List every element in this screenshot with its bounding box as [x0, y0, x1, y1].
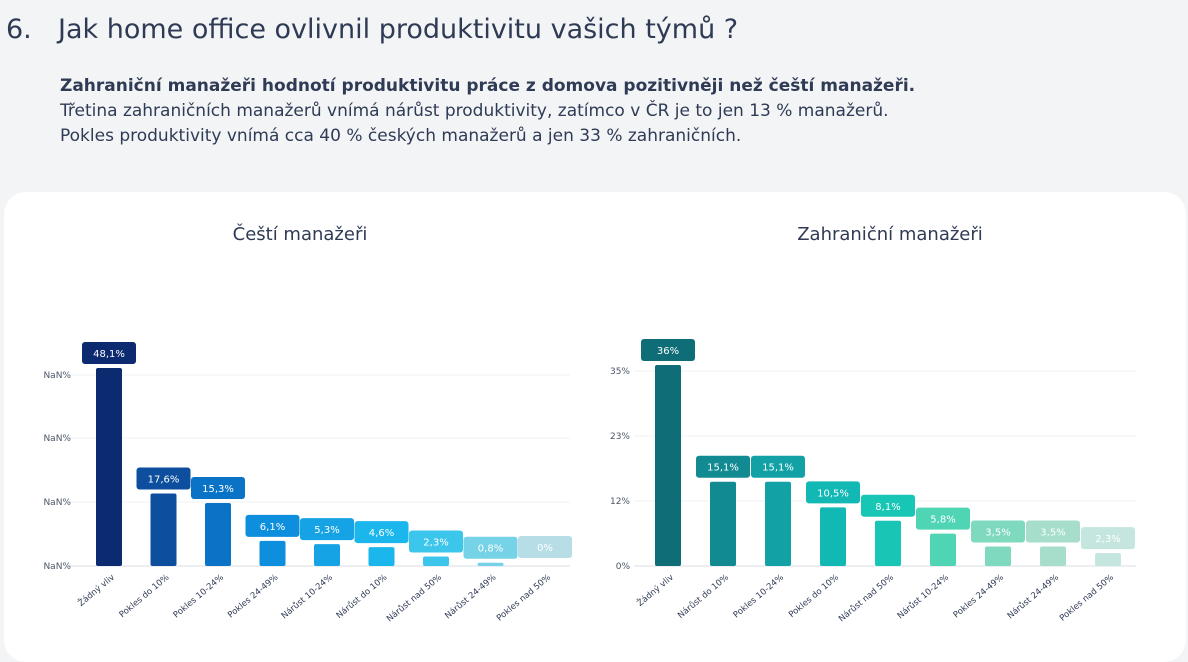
- category-label: Nárůst 10-24%: [279, 572, 335, 621]
- value-label-box: [245, 514, 300, 537]
- value-label: 17,6%: [148, 475, 180, 486]
- value-label: 0%: [537, 543, 553, 554]
- value-label: 15,1%: [762, 463, 794, 474]
- y-tick-label: NaN%: [43, 434, 71, 444]
- category-label: Žádný vliv: [634, 571, 676, 609]
- value-label: 48,1%: [93, 349, 125, 360]
- category-label: Pokles 10-24%: [732, 573, 786, 621]
- value-label-box: [1081, 527, 1135, 550]
- bar: [875, 520, 901, 566]
- category-label: Nárůst nad 50%: [384, 572, 444, 624]
- intro-line-2: Třetina zahraničních manažerů vnímá nárů…: [60, 101, 889, 121]
- bar: [710, 481, 736, 566]
- value-label-box: [696, 455, 750, 478]
- category-label: Nárůst 10-24%: [895, 572, 951, 621]
- value-label: 0,8%: [478, 544, 503, 555]
- value-label: 3,5%: [985, 527, 1010, 538]
- value-label: 6,1%: [260, 522, 285, 533]
- value-label: 5,8%: [930, 515, 955, 526]
- bar: [1095, 553, 1121, 566]
- bar: [655, 365, 681, 566]
- value-label-box: [806, 481, 860, 504]
- category-label: Pokles 10-24%: [172, 573, 226, 621]
- value-label: 36%: [657, 346, 679, 357]
- intro-bold-line: Zahraniční manažeři hodnotí produktivitu…: [60, 76, 916, 96]
- value-label: 15,1%: [707, 463, 739, 474]
- y-tick-label: 23%: [610, 432, 630, 442]
- category-label: Pokles do 10%: [118, 573, 172, 620]
- bar: [765, 481, 791, 566]
- y-tick-label: NaN%: [43, 498, 71, 508]
- value-label-box: [354, 521, 409, 544]
- category-label: Pokles 24-49%: [952, 573, 1006, 621]
- intro-text: Zahraniční manažeři hodnotí produktivitu…: [60, 74, 915, 149]
- bar-charts: NaN% NaN% NaN% NaN% 48,1% Žádný vliv 17,6% Pokl…: [43, 339, 1136, 624]
- y-tick-label: 35%: [610, 367, 630, 377]
- value-label-box: [136, 467, 191, 490]
- bar: [423, 556, 449, 566]
- bar: [259, 540, 286, 566]
- category-label: Pokles nad 50%: [495, 573, 553, 624]
- value-label: 5,3%: [314, 525, 339, 536]
- heading-text: Jak home office ovlivnil produktivitu va…: [58, 14, 739, 45]
- chart-title-foreign: Zahraniční manažeři: [797, 224, 983, 245]
- value-label: 2,3%: [1095, 534, 1120, 545]
- charts-panel: [4, 192, 1186, 662]
- category-label: Žádný vliv: [75, 571, 117, 609]
- value-label-box: [916, 507, 970, 530]
- bar: [150, 493, 177, 566]
- bar: [985, 546, 1011, 566]
- chart-1: 0% 12% 23% 35% 36% Žádný vliv 15,1% Nárůst do 1…: [610, 339, 1136, 624]
- category-label: Pokles 24-49%: [226, 573, 280, 621]
- bar: [314, 544, 340, 566]
- value-label-box: [641, 339, 695, 361]
- value-label-box: [1026, 520, 1080, 543]
- bar: [930, 533, 956, 566]
- category-label: Nárůst do 10%: [676, 572, 731, 621]
- category-label: Nárůst nad 50%: [836, 572, 896, 624]
- intro-line-3: Pokles produktivity vnímá cca 40 % český…: [60, 126, 742, 146]
- bar: [820, 507, 846, 566]
- value-label-box: [751, 455, 805, 478]
- bar: [96, 368, 122, 566]
- bar: [477, 562, 504, 566]
- bar: [1040, 546, 1066, 566]
- chart-0: NaN% NaN% NaN% NaN% 48,1% Žádný vliv 17,6% Pokl…: [43, 342, 572, 624]
- y-tick-label: NaN%: [43, 371, 71, 381]
- value-label-box: [971, 520, 1025, 543]
- y-tick-label: 12%: [610, 497, 630, 507]
- value-label: 15,3%: [202, 484, 234, 495]
- value-label-box: [463, 536, 518, 559]
- value-label: 10,5%: [817, 488, 849, 499]
- y-tick-label: NaN%: [43, 562, 71, 572]
- bar: [205, 503, 231, 566]
- value-label: 8,1%: [875, 502, 900, 513]
- category-label: Nárůst 24-49%: [443, 572, 499, 621]
- category-label: Pokles nad 50%: [1058, 573, 1116, 624]
- value-label-box: [518, 536, 572, 558]
- category-label: Pokles do 10%: [787, 573, 841, 620]
- value-label: 4,6%: [369, 528, 394, 539]
- y-tick-label: 0%: [616, 562, 631, 572]
- page-heading: 6. Jak home office ovlivnil produktivitu …: [6, 14, 738, 45]
- value-label-box: [409, 530, 463, 553]
- value-label: 3,5%: [1040, 527, 1065, 538]
- chart-title-czech: Čeští manažeři: [232, 224, 368, 245]
- category-label: Nárůst 24-49%: [1005, 572, 1061, 621]
- heading-number: 6.: [6, 14, 32, 45]
- category-label: Nárůst do 10%: [334, 572, 389, 621]
- value-label-box: [82, 342, 136, 364]
- value-label-box: [191, 477, 245, 500]
- bar: [368, 547, 395, 566]
- value-label: 2,3%: [423, 538, 448, 549]
- value-label-box: [861, 494, 915, 517]
- value-label-box: [300, 518, 354, 541]
